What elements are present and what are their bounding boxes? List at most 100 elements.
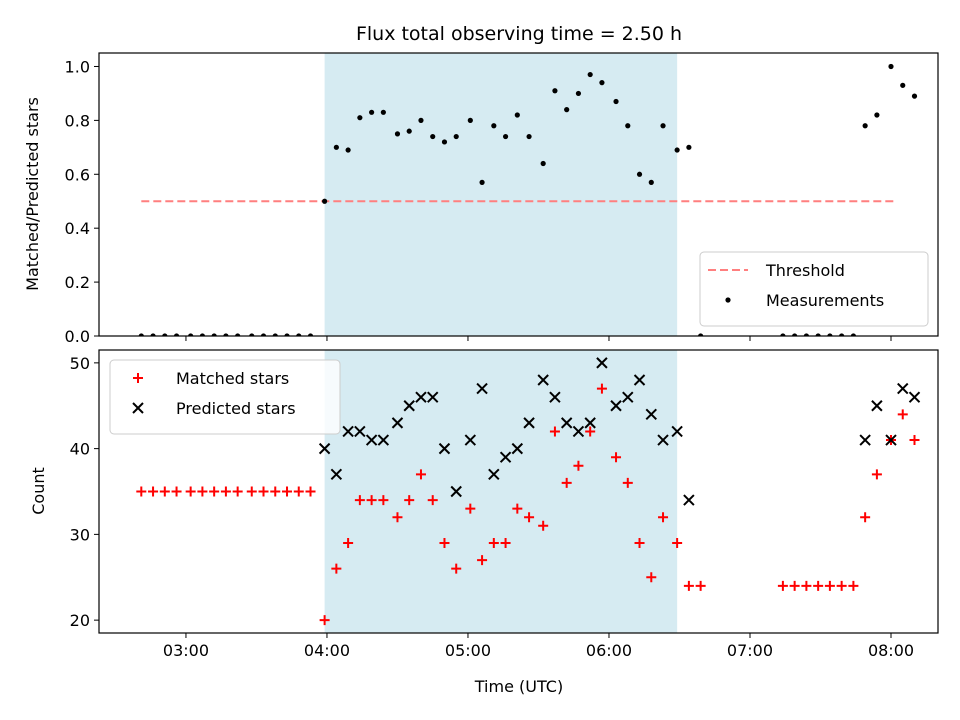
matched-stars-point — [305, 486, 316, 497]
y-tick-label: 0.2 — [65, 273, 90, 292]
predicted-stars-point — [859, 434, 871, 446]
matched-stars-point — [897, 409, 908, 420]
measurement-point — [138, 333, 144, 336]
measurement-point — [406, 128, 412, 134]
matched-stars-point — [813, 580, 824, 591]
measurement-point — [792, 333, 798, 336]
y-tick-label: 0.0 — [65, 327, 90, 346]
measurement-point — [296, 333, 302, 336]
measurement-point — [249, 333, 255, 336]
y-tick-label: 0.6 — [65, 165, 90, 184]
matched-stars-point — [246, 486, 257, 497]
x-tick-label: 05:00 — [445, 641, 491, 660]
measurement-point — [173, 333, 180, 336]
matched-stars-point — [293, 486, 304, 497]
predicted-stars-point — [683, 494, 695, 506]
measurement-point — [307, 333, 314, 336]
predicted-stars-point — [537, 374, 549, 386]
predicted-stars-point — [488, 468, 500, 481]
measurement-point — [357, 115, 363, 121]
ratio-y-axis-label: Matched/Predicted stars — [23, 97, 42, 291]
predicted-stars-point — [365, 434, 378, 446]
x-tick-label: 06:00 — [586, 641, 632, 660]
legend-label: Matched stars — [176, 369, 289, 388]
matched-stars-point — [185, 486, 196, 497]
matched-stars-point — [354, 495, 365, 506]
matched-stars-point — [512, 503, 523, 514]
predicted-stars-point — [342, 425, 354, 438]
matched-stars-point — [860, 512, 871, 523]
matched-stars-point — [836, 580, 847, 591]
measurement-point — [430, 133, 436, 140]
measurement-point — [636, 171, 643, 177]
predicted-stars-point — [415, 391, 427, 403]
x-axis-label: Time (UTC) — [474, 677, 563, 696]
predicted-stars-point — [403, 400, 415, 412]
measurement-point — [526, 133, 532, 140]
matched-stars-point — [331, 563, 342, 574]
matched-stars-point — [439, 537, 450, 548]
y-tick-label: 50 — [70, 354, 90, 373]
axes-frame — [98, 52, 939, 337]
measurement-point — [839, 333, 845, 336]
predicted-stars-point — [633, 374, 646, 386]
matched-stars-point — [672, 537, 683, 548]
predicted-stars-point — [499, 451, 512, 463]
predicted-stars-point — [427, 391, 439, 403]
matched-stars-point — [695, 580, 706, 591]
measurement-point — [613, 98, 619, 105]
measurement-point — [272, 333, 278, 336]
measurement-point — [698, 333, 704, 336]
measurement-point — [502, 133, 509, 140]
measurement-point — [815, 333, 821, 336]
measurement-point — [862, 123, 868, 129]
y-tick-label: 0.4 — [65, 219, 90, 238]
measurement-point — [625, 123, 631, 129]
measurement-point — [380, 109, 386, 115]
chart-title: Flux total observing time = 2.50 h — [356, 23, 682, 45]
measurement-point — [188, 333, 194, 336]
predicted-stars-point — [610, 400, 622, 412]
measurement-point — [564, 107, 570, 113]
matched-stars-point — [622, 477, 633, 488]
legend-label: Predicted stars — [176, 399, 296, 418]
matched-stars-point — [824, 580, 835, 591]
measurement-point — [467, 117, 473, 123]
predicted-stars-point — [657, 434, 669, 446]
measurement-point — [322, 198, 328, 204]
matched-stars-point — [801, 580, 812, 591]
predicted-stars-point — [596, 357, 608, 369]
matched-stars-point — [909, 435, 920, 446]
measurement-point — [827, 333, 833, 336]
predicted-stars-point — [560, 417, 573, 429]
predicted-stars-point — [318, 442, 331, 455]
y-tick-label: 40 — [70, 440, 90, 459]
measurement-point — [911, 93, 918, 99]
y-tick-label: 20 — [70, 611, 90, 630]
matched-stars-point — [538, 520, 549, 531]
x-tick-label: 08:00 — [868, 641, 914, 660]
measurement-point — [587, 71, 593, 78]
predicted-stars-point — [354, 425, 366, 438]
predicted-stars-point — [908, 391, 921, 403]
matched-stars-point — [561, 477, 572, 488]
legend-predicted-swatch — [132, 402, 144, 414]
predicted-stars-point — [584, 417, 596, 429]
measurement-point — [345, 147, 351, 153]
predicted-stars-point — [391, 417, 404, 429]
measurement-point — [540, 160, 546, 167]
matched-stars-point — [343, 537, 354, 548]
matched-stars-point — [136, 486, 147, 497]
predicted-stars-point — [523, 417, 535, 429]
matched-stars-point — [596, 383, 607, 394]
predicted-stars-point — [450, 485, 462, 498]
matched-stars-point — [585, 426, 596, 437]
matched-stars-point — [465, 503, 476, 514]
matched-stars-point — [404, 495, 415, 506]
predicted-stars-point — [438, 442, 451, 455]
predicted-stars-point — [511, 442, 524, 455]
measurement-point — [333, 144, 339, 150]
measurement-point — [441, 139, 448, 145]
matched-stars-point — [270, 486, 281, 497]
